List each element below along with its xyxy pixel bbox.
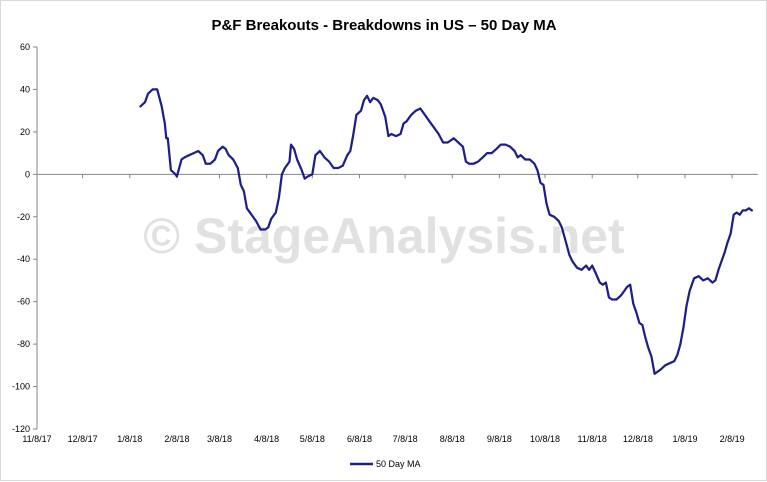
- x-tick-label: 2/8/19: [720, 434, 745, 444]
- y-tick-label: -60: [17, 297, 30, 307]
- series-lines: [139, 88, 754, 375]
- x-tick-label: 2/8/18: [164, 434, 189, 444]
- y-tick-label: 40: [20, 84, 30, 94]
- y-tick-label: -20: [17, 212, 30, 222]
- y-tick-label: -100: [12, 382, 30, 392]
- y-tick-label: 0: [25, 169, 30, 179]
- x-tick-label: 6/8/18: [347, 434, 372, 444]
- chart-title: P&F Breakouts - Breakdowns in US – 50 Da…: [211, 17, 556, 34]
- x-axis-ticks: 11/8/17 12/8/17 1/8/18 2/8/18 3/8/18 4/8/18 5/…: [22, 174, 745, 444]
- y-tick-label: 20: [20, 127, 30, 137]
- x-tick-label: 1/8/18: [117, 434, 142, 444]
- x-tick-label: 8/8/18: [440, 434, 465, 444]
- series-line-50-day-ma: [139, 88, 754, 375]
- y-axis-ticks: 60 40 20 0 -20 -40 -60 -80 -100 -120: [12, 42, 37, 434]
- x-tick-label: 11/8/18: [578, 434, 607, 444]
- y-tick-label: 60: [20, 42, 30, 52]
- x-tick-label: 12/8/18: [623, 434, 653, 444]
- x-tick-label: 1/8/19: [672, 434, 697, 444]
- x-tick-label: 3/8/18: [207, 434, 232, 444]
- x-tick-label: 11/8/17: [22, 434, 51, 444]
- x-tick-label: 10/8/18: [530, 434, 560, 444]
- x-tick-label: 7/8/18: [393, 434, 418, 444]
- x-tick-label: 9/8/18: [487, 434, 512, 444]
- watermark-text: © StageAnalysis.net: [143, 208, 625, 264]
- legend-label-50-day-ma: 50 Day MA: [376, 459, 421, 469]
- x-tick-label: 5/8/18: [300, 434, 325, 444]
- watermark: © StageAnalysis.net: [143, 208, 625, 264]
- x-tick-label: 4/8/18: [254, 434, 279, 444]
- x-tick-label: 12/8/17: [68, 434, 98, 444]
- y-tick-label: -80: [17, 339, 30, 349]
- y-tick-label: -120: [12, 424, 30, 434]
- legend: 50 Day MA: [350, 459, 421, 469]
- y-tick-label: -40: [17, 254, 30, 264]
